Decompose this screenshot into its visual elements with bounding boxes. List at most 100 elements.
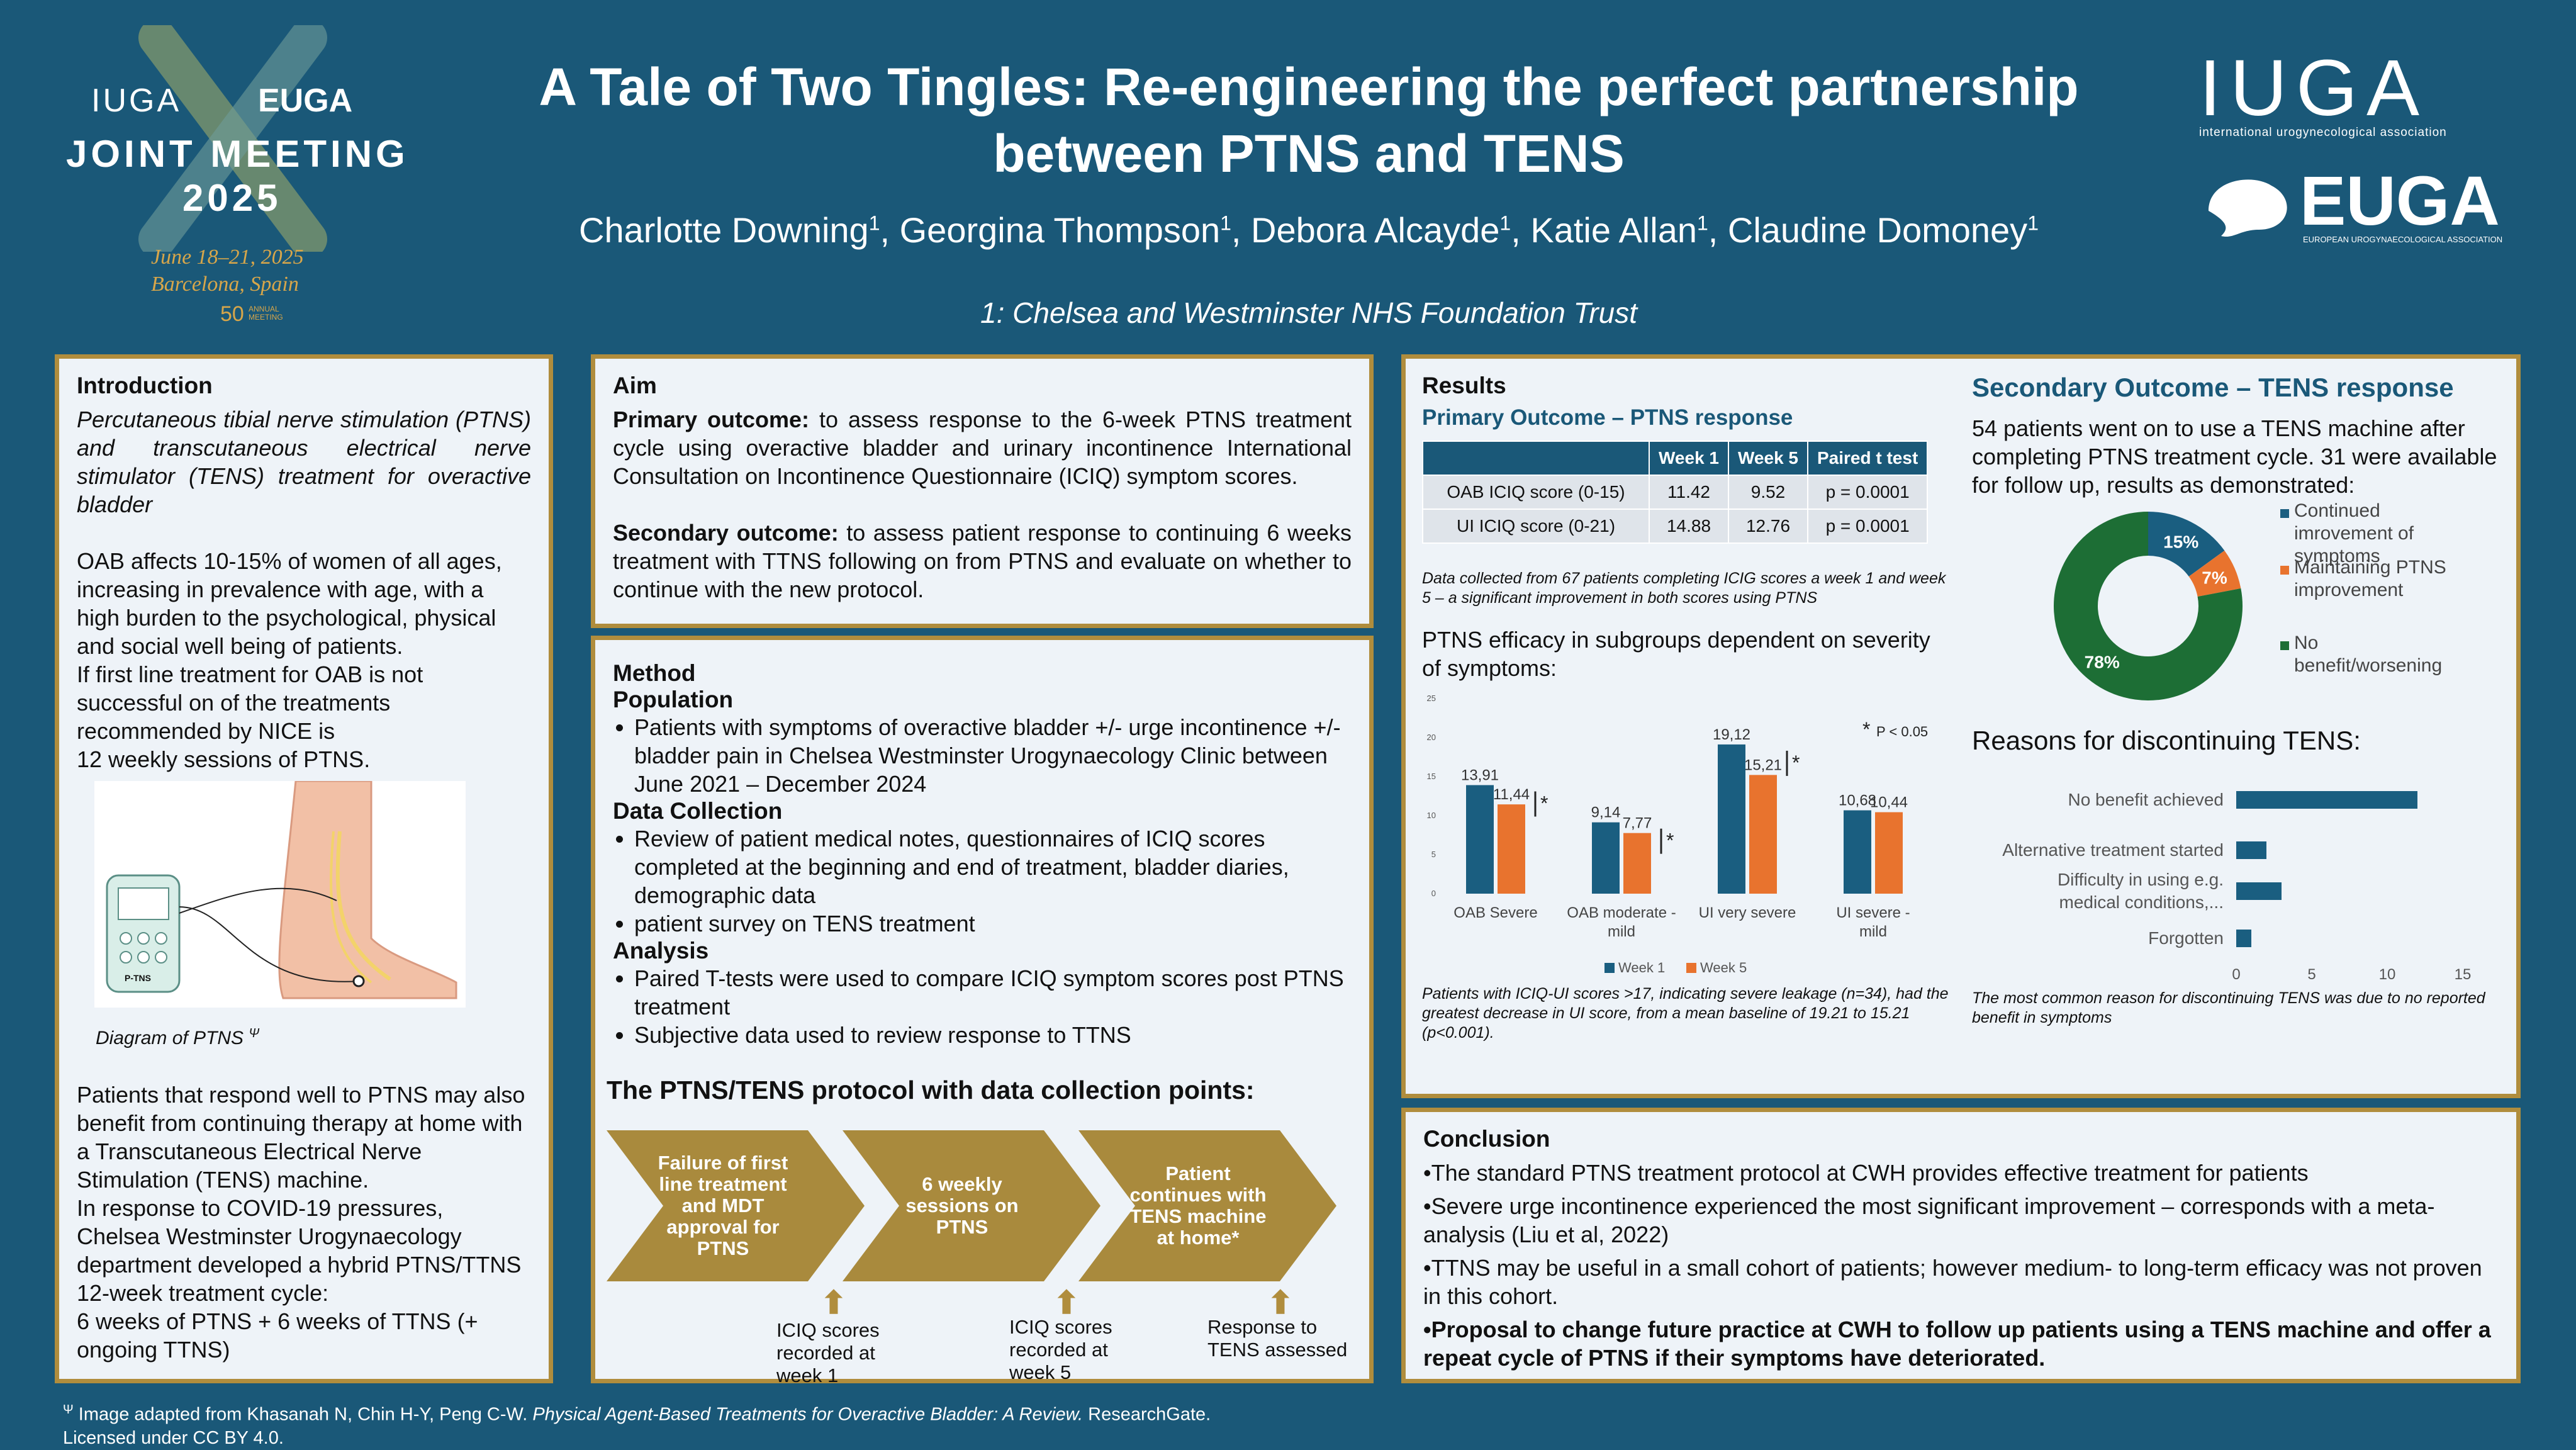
primary-outcome-table: Week 1 Week 5 Paired t test OAB ICIQ sco… (1422, 441, 1929, 544)
affiliation: 1: Chelsea and Westminster NHS Foundatio… (980, 296, 1637, 329)
analysis-heading: Analysis (613, 938, 709, 964)
table-cell: 11.42 (1649, 475, 1729, 510)
footer-symbol: Ψ (63, 1403, 74, 1417)
footer-line-1: Ψ Image adapted from Khasanah N, Chin H-… (63, 1403, 1211, 1425)
bar-data-label: 11,44 (1493, 786, 1530, 803)
secondary-outcome-heading: Secondary Outcome – TENS response (1972, 373, 2454, 402)
bar-week-5 (1623, 833, 1651, 894)
x-tick-label: 10 (2379, 966, 2396, 983)
joint-meeting-logo: IUGA EUGA JOINT MEETING 2025 June 18–21,… (57, 25, 409, 334)
data-point-2: ICIQ scores recorded at week 5 (1009, 1316, 1112, 1383)
intro-paragraph-5: Patients that respond well to PTNS may a… (77, 1082, 525, 1193)
poster-title: A Tale of Two Tingles: Re-engineering th… (440, 53, 2177, 187)
y-tick-label: 25 (1427, 694, 1436, 703)
significance-star: * (1792, 751, 1800, 774)
bar-week-1 (1466, 785, 1494, 894)
table-header-row: Week 1 Week 5 Paired t test (1422, 441, 1929, 476)
analysis-item: Subjective data used to review response … (634, 1021, 1352, 1049)
ptns-diagram: P-TNS (94, 780, 466, 1008)
reasons-title: Reasons for discontinuing TENS: (1972, 726, 2361, 755)
title-line-2: between PTNS and TENS (993, 124, 1625, 183)
bar-week-5 (1875, 812, 1903, 894)
bar-week-1 (1844, 810, 1871, 894)
data-point-1: ICIQ scores recorded at week 1 (776, 1319, 880, 1386)
table-cell: 9.52 (1728, 475, 1808, 510)
bar-data-label: 9,14 (1591, 804, 1621, 821)
protocol-step-2: 6 weekly sessions on PTNS (905, 1173, 1019, 1238)
legend-label: Continued imrovement of symptoms (2294, 500, 2414, 566)
donut-slice-label: 78% (2085, 653, 2120, 672)
population-item: Patients with symptoms of overactive bla… (634, 713, 1352, 798)
legend-swatch (1686, 963, 1696, 973)
x-category-label: mild (1859, 923, 1887, 940)
iuga-logo: IUGA international urogynecological asso… (2199, 48, 2501, 140)
x-mark-icon (138, 25, 327, 252)
secondary-outcome-text: 54 patients went on to use a TENS machin… (1972, 415, 2497, 498)
aim-primary: Primary outcome: to assess response to t… (613, 407, 1352, 489)
reason-bar (2236, 841, 2266, 859)
donut-slice (2147, 512, 2225, 577)
logo-iuga-text: IUGA (91, 82, 182, 119)
euga-logo-text: EUGA (2300, 162, 2500, 240)
table-cell: p = 0.0001 (1806, 509, 1929, 544)
author-5: Claudine Domoney1 (1727, 210, 2039, 250)
data-collection-item: Review of patient medical notes, questio… (634, 824, 1352, 909)
population-list: Patients with symptoms of overactive bla… (613, 713, 1352, 798)
legend-label: Week 1 (1618, 960, 1665, 975)
x-category-label: OAB Severe (1453, 904, 1537, 921)
intro-italic-paragraph: Percutaneous tibial nerve stimulation (P… (77, 407, 531, 517)
y-tick-label: 0 (1431, 889, 1436, 898)
legend-label: Week 5 (1700, 960, 1747, 975)
x-tick-label: 15 (2455, 966, 2472, 983)
bar-data-label: 15,21 (1744, 756, 1782, 773)
euga-logo: EUGA EUROPEAN UROGYNAECOLOGICAL ASSOCIAT… (2202, 167, 2504, 249)
significance-star: * (1540, 792, 1548, 815)
logo-euga-text: EUGA (258, 82, 353, 119)
conclusion-heading: Conclusion (1423, 1126, 1550, 1152)
table-header-cell: Week 5 (1728, 441, 1808, 476)
y-tick-label: 10 (1427, 811, 1436, 820)
significance-legend-text: P < 0.05 (1876, 724, 1928, 739)
analysis-item: Paired T-tests were used to compare ICIQ… (634, 964, 1352, 1021)
diagram-device-label: P-TNS (125, 973, 151, 983)
table-header-cell: Week 1 (1649, 441, 1729, 476)
up-arrow-icon: ⬆ (1267, 1285, 1294, 1320)
authors: Charlotte Downing1, Georgina Thompson1, … (566, 200, 2051, 253)
tens-response-donut: 15%7% 78% Continued imrovement of symptomsMa… (2054, 500, 2446, 700)
bar-data-label: 10,44 (1870, 794, 1908, 811)
table-row: OAB ICIQ score (0-15) 11.42 9.52 p = 0.0… (1422, 475, 1929, 510)
bar-data-label: 10,68 (1839, 792, 1876, 809)
reason-bar (2236, 882, 2282, 900)
intro-paragraph-2: OAB affects 10-15% of women of all ages,… (77, 548, 502, 659)
logo-annual-text: ANNUAL MEETING (249, 305, 283, 322)
table-cell: OAB ICIQ score (0-15) (1422, 475, 1650, 510)
analysis-list: Paired T-tests were used to compare ICIQ… (613, 964, 1352, 1049)
bar-data-label: 13,91 (1461, 767, 1499, 784)
aim-secondary: Secondary outcome: to assess patient res… (613, 520, 1352, 602)
table-cell: UI ICIQ score (0-21) (1422, 509, 1650, 544)
up-arrow-icon: ⬆ (1053, 1285, 1080, 1320)
data-collection-heading: Data Collection (613, 798, 783, 824)
author-1: Charlotte Downing1, (579, 210, 900, 250)
reason-category-label: Alternative treatment started (2002, 840, 2224, 860)
reasons-bar-chart: No benefit achieved Alternative treatment… (2002, 790, 2472, 983)
conclusion-item: •Severe urge incontinence experienced th… (1423, 1193, 2435, 1247)
legend-swatch (2280, 566, 2289, 575)
bar-week-5 (1749, 775, 1777, 894)
donut-slice-label: 7% (2202, 568, 2227, 587)
donut-slice (2054, 512, 2243, 700)
table-header-cell: Paired t test (1806, 441, 1929, 476)
significance-star: * (1666, 829, 1674, 852)
up-arrow-icon: ⬆ (820, 1285, 847, 1320)
x-tick-label: 0 (2232, 966, 2240, 983)
diagram-caption-symbol: Ψ (249, 1026, 260, 1040)
method-heading: Method (613, 660, 696, 686)
reason-category-label: Difficulty in using e.g. medical conditio… (2058, 870, 2224, 912)
aim-panel: Aim Primary outcome: to assess response … (591, 354, 1374, 628)
reason-bar (2236, 930, 2251, 947)
diagram-caption: Diagram of PTNS Ψ (96, 1026, 260, 1048)
reason-category-label: No benefit achieved (2068, 790, 2224, 809)
aim-heading: Aim (613, 373, 657, 398)
ptns-diagram-illustration (106, 780, 457, 999)
introduction-heading: Introduction (77, 373, 213, 398)
